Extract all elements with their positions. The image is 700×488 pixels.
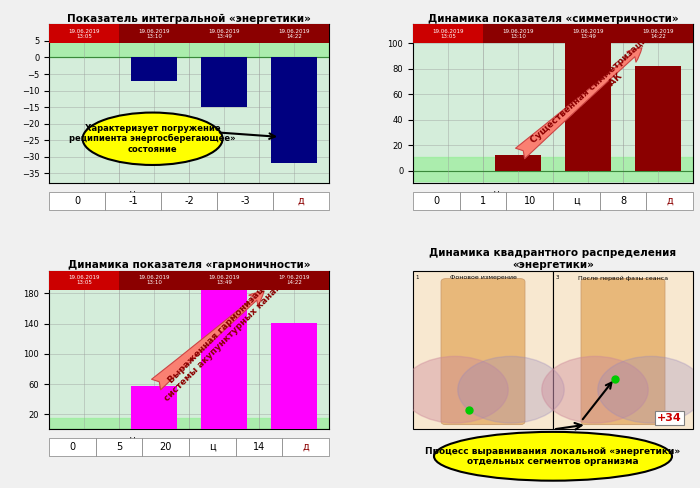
Text: Процесс выравнивания локальной «энергетики»
отдельных сегментов организма: Процесс выравнивания локальной «энергети… [426, 447, 680, 466]
Text: 19.06.2019
14:22: 19.06.2019 14:22 [279, 275, 309, 285]
FancyArrowPatch shape [515, 48, 642, 159]
Text: д: д [666, 196, 673, 206]
Bar [132, 58, 176, 81]
Title: Динамика квадрантного распределения
«энергетики»: Динамика квадрантного распределения «эне… [429, 248, 677, 270]
Text: 0: 0 [433, 196, 440, 206]
Text: 19.06.2019
13:49: 19.06.2019 13:49 [209, 275, 239, 285]
Ellipse shape [402, 356, 508, 423]
Text: Фоновое измерение: Фоновое измерение [449, 275, 517, 281]
Text: Выраженная гармонизация
системы акупунктурных каналов: Выраженная гармонизация системы акупункт… [155, 266, 293, 403]
Bar [189, 271, 259, 290]
Bar [272, 323, 316, 429]
Text: 20: 20 [160, 442, 172, 452]
Bar [259, 24, 329, 43]
Bar [636, 66, 680, 170]
Text: Характеризует погружение
реципиента энергосберегающее»
состояние: Характеризует погружение реципиента энер… [69, 124, 236, 154]
Text: ц: ц [209, 442, 216, 452]
Ellipse shape [542, 356, 648, 423]
Text: 19.06.2019
14:22: 19.06.2019 14:22 [643, 29, 673, 39]
Bar [119, 24, 189, 43]
Bar [202, 284, 246, 429]
Text: 19.06.2019
13:49: 19.06.2019 13:49 [573, 29, 603, 39]
Bar [553, 24, 623, 43]
Text: 19.06.2019
13:05: 19.06.2019 13:05 [69, 275, 99, 285]
Text: ц: ц [573, 196, 580, 206]
Bar [132, 386, 176, 429]
Bar [259, 271, 329, 290]
Text: 19.06.2019
13:05: 19.06.2019 13:05 [69, 29, 99, 39]
Text: Существенная симметризация
системы АК: Существенная симметризация системы АК [529, 31, 661, 152]
FancyArrowPatch shape [152, 291, 264, 390]
Ellipse shape [458, 356, 564, 423]
Text: 19.06.2019
13:10: 19.06.2019 13:10 [503, 29, 533, 39]
Bar [483, 24, 553, 43]
Text: 19.06.2019
13:05: 19.06.2019 13:05 [433, 29, 464, 39]
Bar [413, 271, 553, 429]
Bar [496, 155, 540, 170]
Text: Направленность динамики: Направленность динамики [129, 191, 249, 200]
Text: 0: 0 [74, 196, 80, 206]
Bar [49, 24, 119, 43]
Text: 0: 0 [69, 442, 76, 452]
Text: 3: 3 [556, 275, 559, 281]
Text: После первой фазы сеанса: После первой фазы сеанса [578, 275, 668, 281]
Text: 1: 1 [416, 275, 419, 281]
Bar [623, 24, 693, 43]
Text: 14: 14 [253, 442, 265, 452]
Title: Динамика показателя «симметричности»: Динамика показателя «симметричности» [428, 14, 678, 23]
Text: 10: 10 [524, 196, 536, 206]
Bar [553, 271, 693, 429]
Text: д: д [302, 442, 309, 452]
Text: 8: 8 [620, 196, 626, 206]
FancyBboxPatch shape [441, 279, 525, 425]
Text: 19.06.2019
14:22: 19.06.2019 14:22 [279, 29, 309, 39]
Bar [49, 271, 119, 290]
Text: 19.06.2019
13:10: 19.06.2019 13:10 [139, 275, 169, 285]
Title: Показатель интегральной «энергетики»: Показатель интегральной «энергетики» [67, 14, 311, 23]
Text: -3: -3 [240, 196, 250, 206]
FancyBboxPatch shape [581, 279, 665, 425]
Title: Динамика показателя «гармоничности»: Динамика показателя «гармоничности» [68, 260, 310, 270]
Bar [189, 24, 259, 43]
Text: 19.06.2019
13:49: 19.06.2019 13:49 [209, 29, 239, 39]
Bar [413, 157, 693, 181]
Ellipse shape [598, 356, 700, 423]
Text: -1: -1 [128, 196, 138, 206]
Text: Направленность динамики: Направленность динамики [493, 191, 613, 200]
Text: 1: 1 [480, 196, 486, 206]
Bar [413, 24, 483, 43]
Bar [49, 418, 329, 429]
Bar [49, 28, 329, 58]
Bar [272, 58, 316, 163]
Bar [119, 271, 189, 290]
Text: 5: 5 [116, 442, 122, 452]
Text: д: д [298, 196, 304, 206]
Text: +34: +34 [657, 413, 682, 423]
Text: 19.06.2019
13:10: 19.06.2019 13:10 [139, 29, 169, 39]
Bar [566, 42, 610, 170]
Bar [202, 58, 246, 107]
Ellipse shape [83, 113, 223, 165]
Text: -2: -2 [184, 196, 194, 206]
Text: Направленность динамики: Направленность динамики [129, 437, 249, 446]
